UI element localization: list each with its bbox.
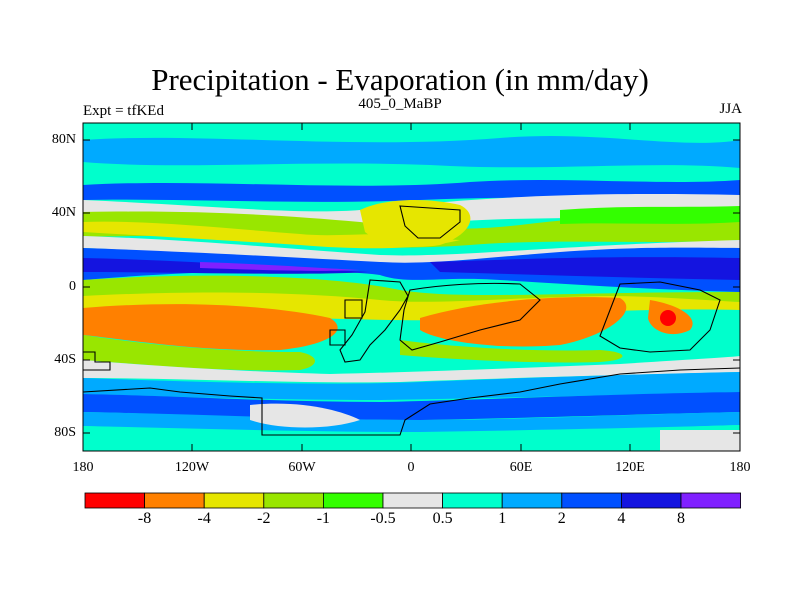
lat-label: 80N [51,132,76,147]
lon-label: 60E [509,460,533,475]
colorbar-swatch [680,492,741,509]
colorbar-label: -8 [137,510,152,527]
colorbar-swatch [322,492,384,509]
lon-label: 60W [288,460,316,475]
colorbar-swatch [442,492,503,509]
colorbar-label: 0.5 [432,510,453,527]
colorbar-swatch [501,492,563,509]
lon-label: 120W [174,460,210,475]
colorbar-swatch [144,492,205,509]
lon-label: 180 [72,460,94,475]
lat-label: 80S [54,425,76,440]
colorbar-swatch [203,492,265,509]
colorbar-label: 4 [617,510,626,527]
colorbar-label: -4 [197,510,211,527]
colorbar-swatch [263,492,324,509]
lon-label: 180 [729,460,751,475]
colorbar-swatch [382,492,443,509]
lon-label: 0 [407,460,415,475]
colorbar-label: 2 [557,510,566,527]
colorbar-label: -1 [316,510,331,527]
lat-label: 40S [54,352,76,367]
colorbar-label: -0.5 [370,510,396,527]
colorbar [84,492,741,509]
colorbar-label: 1 [498,510,507,527]
map-title: Precipitation - Evaporation (in mm/day) [151,62,649,97]
lat-label: 0 [69,279,76,294]
period-label: 405_0_MaBP [358,96,442,112]
colorbar-label: -2 [257,510,271,527]
field-layer [83,123,740,451]
colorbar-swatch [561,492,622,509]
experiment-label: Expt = tfKEd [83,103,164,119]
colorbar-label: 8 [677,510,685,527]
lon-label: 120E [615,460,645,475]
colorbar-swatch [621,492,682,509]
lat-label: 40N [51,205,76,220]
season-label: JJA [719,101,742,117]
axis-ticks [83,123,740,451]
colorbar-swatch [84,492,145,509]
